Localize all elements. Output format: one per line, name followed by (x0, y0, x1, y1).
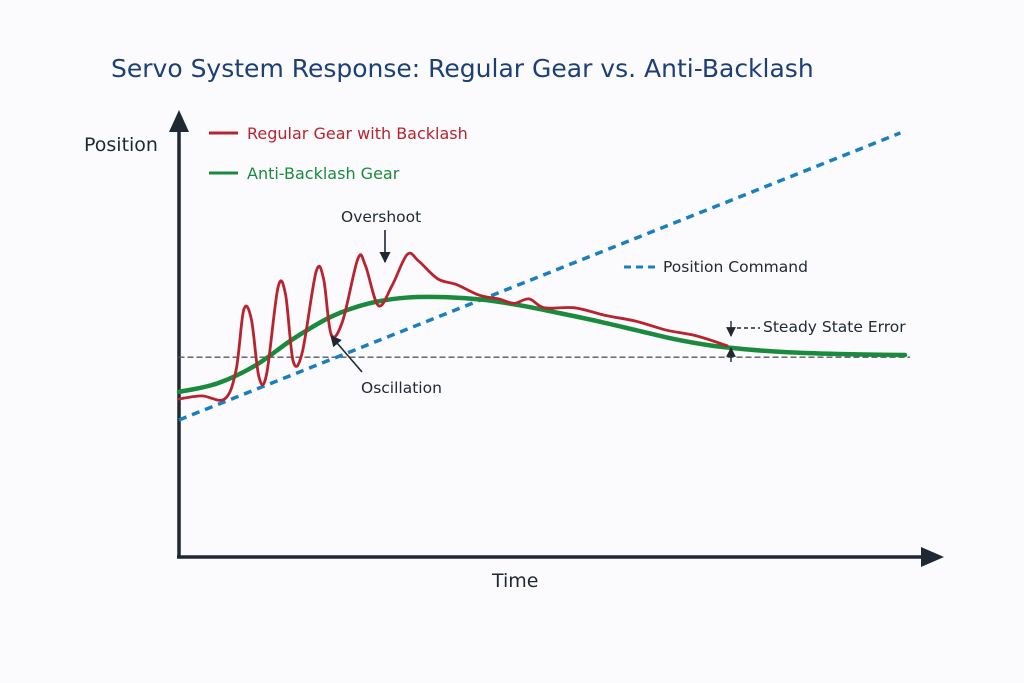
series-position-command (178, 131, 902, 422)
y-axis-arrow-icon (169, 110, 189, 132)
x-axis-label: Time (491, 570, 539, 592)
annotations: Overshoot Oscillation Position Command S… (330, 208, 906, 397)
annotation-overshoot: Overshoot (341, 208, 421, 226)
axes (169, 110, 944, 567)
legend-item-regular: Regular Gear with Backlash (209, 124, 468, 143)
legend-label-anti-backlash: Anti-Backlash Gear (247, 164, 400, 183)
annotation-position-command: Position Command (663, 258, 808, 276)
series-layer (176, 131, 911, 422)
legend: Regular Gear with Backlash Anti-Backlash… (209, 124, 468, 183)
legend-item-anti-backlash: Anti-Backlash Gear (209, 164, 400, 183)
annotation-oscillation: Oscillation (361, 379, 442, 397)
annotation-steady-state-error: Steady State Error (763, 318, 906, 336)
x-axis-arrow-icon (921, 547, 944, 567)
series-regular-gear (177, 251, 729, 402)
chart-title: Servo System Response: Regular Gear vs. … (111, 54, 814, 83)
oscillation-arrow-icon (330, 335, 363, 373)
series-anti-backlash (176, 294, 908, 395)
y-axis-label: Position (84, 134, 158, 156)
legend-label-regular: Regular Gear with Backlash (247, 124, 468, 143)
